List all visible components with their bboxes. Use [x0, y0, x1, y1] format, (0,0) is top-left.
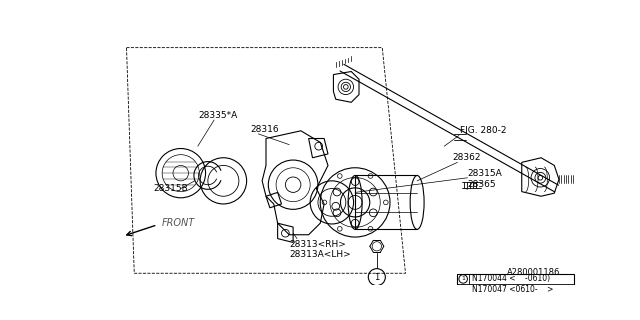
Text: 1: 1	[461, 276, 465, 282]
Text: 28315B: 28315B	[154, 184, 188, 193]
Text: 1: 1	[461, 287, 465, 292]
Text: FRONT: FRONT	[161, 218, 195, 228]
Text: 28335*A: 28335*A	[198, 111, 238, 120]
Text: 28316: 28316	[250, 125, 279, 134]
Text: 28313<RH>: 28313<RH>	[289, 240, 346, 249]
Text: 28313A<LH>: 28313A<LH>	[289, 250, 351, 259]
Text: FIG. 280-2: FIG. 280-2	[460, 126, 506, 135]
Circle shape	[459, 285, 467, 294]
Text: 1: 1	[374, 273, 380, 282]
Text: 28362: 28362	[452, 153, 481, 162]
Text: 28365: 28365	[467, 180, 496, 189]
Text: N170044 <    -0610): N170044 < -0610)	[472, 275, 550, 284]
Bar	[457, 274, 573, 295]
Text: 28315A: 28315A	[467, 169, 502, 178]
Text: N170047 <0610-    >: N170047 <0610- >	[472, 285, 554, 294]
Text: A280001186: A280001186	[507, 268, 561, 277]
